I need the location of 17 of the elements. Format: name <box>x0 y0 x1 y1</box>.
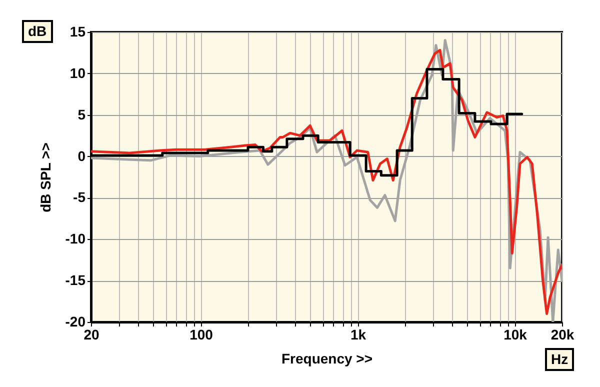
y-tick-label: 15 <box>70 24 86 40</box>
text: dB <box>22 20 53 43</box>
y-tick-label: 5 <box>78 106 86 122</box>
x-tick-label: 10k <box>504 326 528 342</box>
x-tick-label: 100 <box>190 326 214 342</box>
text: Hz <box>545 348 574 371</box>
y-tick-label: 10 <box>70 64 86 81</box>
y-tick-label: -5 <box>73 189 86 206</box>
y-tick-label: -20 <box>65 314 86 330</box>
y-axis-title: dB SPL >> <box>37 142 54 212</box>
x-tick-label: 20k <box>550 326 574 342</box>
x-tick-label: 20 <box>84 326 100 342</box>
y-tick-label: -10 <box>65 230 86 247</box>
y-tick-label: 0 <box>78 148 86 164</box>
y-tick-label: -15 <box>65 272 86 288</box>
x-axis-title: Frequency >> <box>281 350 373 366</box>
x-tick-label: 1k <box>350 326 366 342</box>
